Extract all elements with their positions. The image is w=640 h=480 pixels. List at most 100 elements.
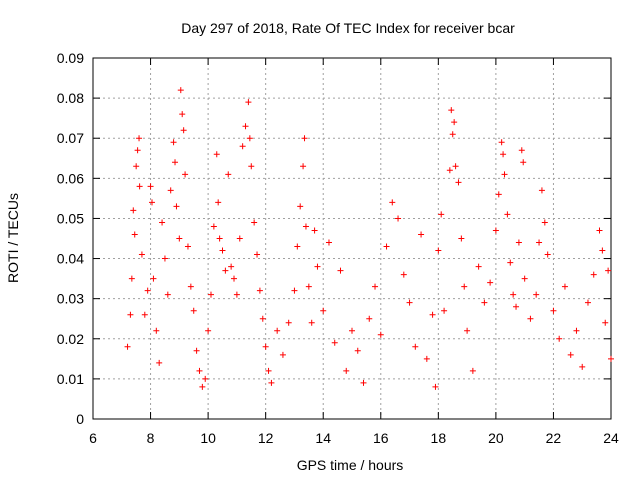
data-point bbox=[452, 163, 459, 170]
data-point bbox=[127, 311, 134, 318]
data-point bbox=[438, 211, 445, 218]
plot-area-frame bbox=[92, 57, 612, 420]
data-points bbox=[124, 87, 614, 390]
data-point bbox=[177, 87, 184, 94]
data-point bbox=[584, 299, 591, 306]
y-tick-label: 0 bbox=[76, 411, 84, 427]
data-point bbox=[239, 143, 246, 150]
data-point bbox=[236, 235, 243, 242]
data-point bbox=[305, 283, 312, 290]
data-point bbox=[187, 283, 194, 290]
data-point bbox=[360, 379, 367, 386]
data-point bbox=[492, 227, 499, 234]
data-point bbox=[507, 259, 514, 266]
data-point bbox=[274, 327, 281, 334]
x-tick-label: 8 bbox=[147, 430, 155, 446]
data-point bbox=[314, 263, 321, 270]
data-point bbox=[265, 367, 272, 374]
data-point bbox=[248, 163, 255, 170]
data-point bbox=[301, 135, 308, 142]
data-point bbox=[308, 319, 315, 326]
data-point bbox=[205, 327, 212, 334]
y-tick-label: 0.09 bbox=[57, 50, 84, 66]
data-point bbox=[242, 123, 249, 130]
y-tick-label: 0.07 bbox=[57, 130, 84, 146]
data-point bbox=[406, 299, 413, 306]
data-point bbox=[131, 231, 138, 238]
data-point bbox=[383, 243, 390, 250]
data-point bbox=[231, 275, 238, 282]
data-point bbox=[216, 235, 223, 242]
data-point bbox=[133, 163, 140, 170]
data-point bbox=[515, 239, 522, 246]
data-point bbox=[455, 179, 462, 186]
data-point bbox=[196, 367, 203, 374]
data-point bbox=[136, 135, 143, 142]
data-point bbox=[156, 359, 163, 366]
x-tick-label: 6 bbox=[89, 430, 97, 446]
data-point bbox=[213, 151, 220, 158]
data-point bbox=[164, 291, 171, 298]
x-tick-label: 12 bbox=[258, 430, 274, 446]
data-point bbox=[412, 343, 419, 350]
data-point bbox=[446, 167, 453, 174]
data-point bbox=[544, 251, 551, 258]
data-point bbox=[173, 203, 180, 210]
data-point bbox=[184, 243, 191, 250]
data-point bbox=[538, 187, 545, 194]
data-point bbox=[500, 151, 507, 158]
data-point bbox=[567, 351, 574, 358]
data-point bbox=[170, 139, 177, 146]
y-tick-label: 0.08 bbox=[57, 90, 84, 106]
data-point bbox=[180, 127, 187, 134]
data-point bbox=[429, 311, 436, 318]
data-point bbox=[541, 219, 548, 226]
data-point bbox=[202, 375, 209, 382]
data-point bbox=[513, 303, 520, 310]
data-point bbox=[432, 383, 439, 390]
grid-lines bbox=[93, 58, 611, 419]
data-point bbox=[172, 159, 179, 166]
data-point bbox=[268, 379, 275, 386]
data-point bbox=[148, 199, 155, 206]
data-point bbox=[147, 183, 154, 190]
data-point bbox=[179, 111, 186, 118]
data-point bbox=[325, 239, 332, 246]
data-point bbox=[262, 343, 269, 350]
data-point bbox=[520, 159, 527, 166]
x-tick-label: 24 bbox=[603, 430, 619, 446]
data-point bbox=[136, 183, 143, 190]
data-point bbox=[279, 351, 286, 358]
data-point bbox=[498, 139, 505, 146]
data-point bbox=[161, 255, 168, 262]
data-point bbox=[504, 211, 511, 218]
data-point bbox=[605, 267, 612, 274]
data-point bbox=[144, 287, 151, 294]
data-point bbox=[518, 147, 525, 154]
data-point bbox=[423, 355, 430, 362]
data-point bbox=[602, 319, 609, 326]
y-tick-label: 0.05 bbox=[57, 210, 84, 226]
y-tick-label: 0.02 bbox=[57, 331, 84, 347]
y-tick-label: 0.06 bbox=[57, 170, 84, 186]
data-point bbox=[495, 191, 502, 198]
data-point bbox=[510, 291, 517, 298]
data-point bbox=[556, 335, 563, 342]
data-point bbox=[481, 299, 488, 306]
data-point bbox=[153, 327, 160, 334]
data-point bbox=[233, 291, 240, 298]
data-point bbox=[228, 263, 235, 270]
data-point bbox=[320, 307, 327, 314]
data-point bbox=[182, 171, 189, 178]
data-point bbox=[400, 271, 407, 278]
data-point bbox=[550, 307, 557, 314]
data-point bbox=[190, 307, 197, 314]
data-point bbox=[141, 311, 148, 318]
data-point bbox=[451, 119, 458, 126]
data-point bbox=[294, 243, 301, 250]
y-tick-label: 0.03 bbox=[57, 291, 84, 307]
data-point bbox=[302, 223, 309, 230]
data-point bbox=[246, 135, 253, 142]
data-point bbox=[130, 207, 137, 214]
